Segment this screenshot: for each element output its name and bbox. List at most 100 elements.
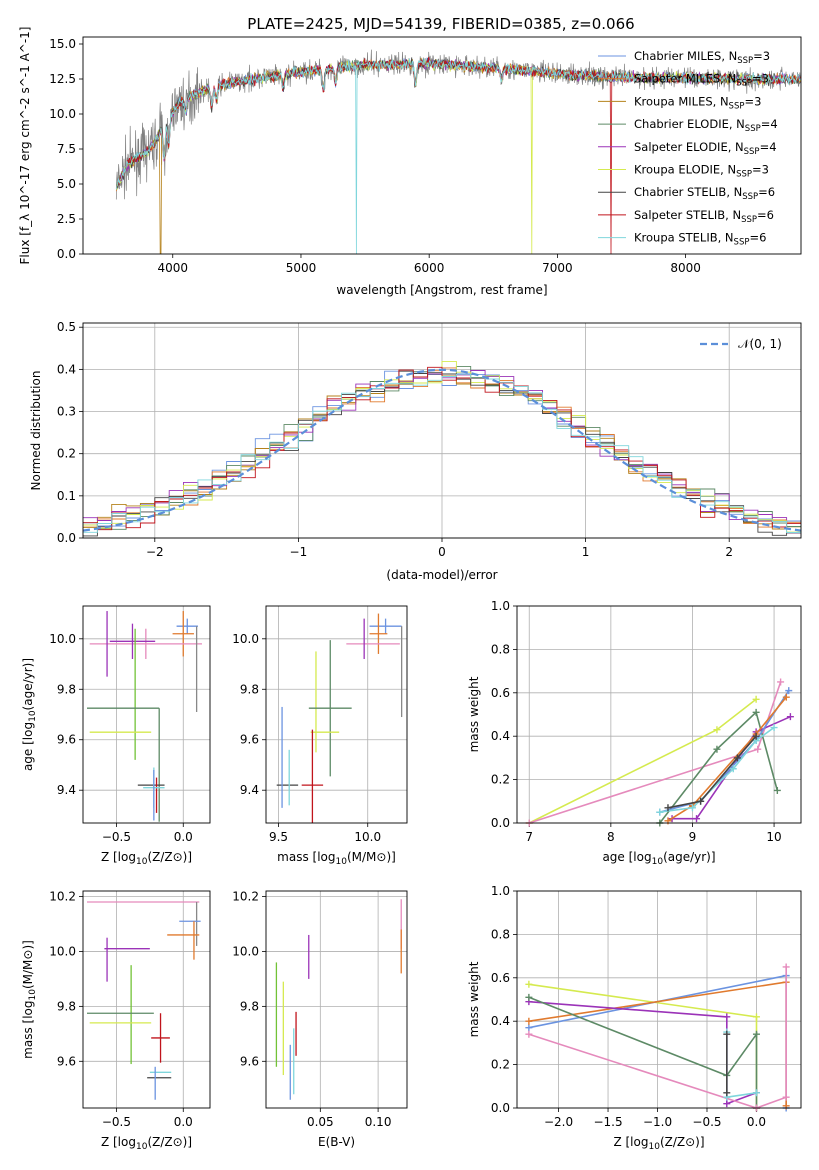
weight-marker [664, 804, 672, 812]
y-tick-label: 0.0 [57, 531, 76, 545]
weight-marker [752, 1030, 760, 1038]
y-tick-label: 0.0 [57, 247, 76, 261]
x-tick-label: 10.0 [354, 830, 381, 844]
weight-marker [688, 804, 696, 812]
x-tick-label: 8 [607, 830, 615, 844]
weight-line-salpeter-miles [667, 696, 787, 822]
weight-marker [782, 693, 790, 701]
x-tick-label: −2.0 [544, 1115, 573, 1129]
histogram-ylabel: Normed distribution [29, 371, 43, 491]
weight-marker [697, 797, 705, 805]
weight-marker [752, 1089, 760, 1097]
massweight_vs_age-ylabel: mass weight [467, 676, 481, 752]
weight-marker [733, 754, 741, 762]
spectrum-ylabel: Flux [f_λ 10^-17 erg cm^-2 s^-1 A^-1] [18, 27, 32, 265]
weight-marker [770, 724, 778, 732]
weight-marker [656, 808, 664, 816]
normal-reference-curve [83, 368, 801, 532]
errorbar-point [172, 611, 194, 657]
y-tick-label: 10.0 [49, 632, 76, 646]
weight-marker [723, 1100, 731, 1108]
massweight_vs_age-xlabel: age [log10(age/yr)] [602, 850, 715, 867]
y-tick-label: 0.4 [57, 362, 76, 376]
x-tick-label: −0.5 [692, 1115, 721, 1129]
age_vs_Z-ylabel: age [log10(age/yr)] [21, 658, 38, 771]
mass_vs_ebv-xlabel: E(B-V) [318, 1135, 355, 1149]
errorbar-point [301, 729, 324, 823]
weight-marker [777, 678, 785, 686]
y-tick-label: 10.0 [49, 944, 76, 958]
x-tick-label: 8000 [670, 261, 701, 275]
x-tick-label: 0.10 [365, 1115, 392, 1129]
weight-marker [785, 687, 793, 695]
massweight_vs_age-axes: 7 8 9 10 0.0 0.2 0.4 0.6 0.8 1.0 age [log10(age/yr… [467, 599, 802, 867]
y-tick-label: 0.6 [491, 686, 510, 700]
x-tick-label: 5000 [286, 261, 317, 275]
massweight_vs_age-frame [516, 605, 802, 824]
y-tick-label: 10.2 [49, 889, 76, 903]
legend-label: Salpeter STELIB, NSSP=6 [634, 208, 774, 225]
x-tick-label: 0.0 [174, 1115, 193, 1129]
x-tick-label: 9 [689, 830, 697, 844]
y-tick-label: 0.5 [57, 320, 76, 334]
age_vs_mass-axes: 9.5 10.0 9.4 9.6 9.8 10.0 mass [log10(M/M⊙)] [232, 605, 408, 867]
errorbar-point [369, 618, 402, 634]
x-tick-label: 6000 [414, 261, 445, 275]
age_vs_Z-axes: −0.5 0.0 9.4 9.6 9.8 10.0 Z [log10(Z/Z⊙)] age [… [21, 605, 211, 867]
weight-marker [754, 745, 762, 753]
weight-marker [525, 993, 533, 1001]
legend-label: Kroupa MILES, NSSP=3 [634, 94, 761, 111]
y-tick-label: 0.2 [491, 773, 510, 787]
weight-marker [525, 1017, 533, 1025]
y-tick-label: 9.6 [57, 733, 76, 747]
y-tick-label: 2.5 [57, 212, 76, 226]
weight-marker [752, 695, 760, 703]
x-tick-label: −0.5 [102, 1115, 131, 1129]
weight-line-chabrier-stelib [667, 735, 757, 809]
weight-marker [729, 765, 737, 773]
y-tick-label: 0.0 [491, 1101, 510, 1115]
legend-label: Salpeter ELODIE, NSSP=4 [634, 140, 777, 157]
weight-marker [713, 745, 721, 753]
spectrum-xlabel: wavelength [Angstrom, rest frame] [336, 283, 547, 297]
x-tick-label: 4000 [157, 261, 188, 275]
histogram-kroupa-stelib [83, 373, 801, 533]
mass_vs_ebv-frame [265, 890, 408, 1109]
y-tick-label: 9.8 [240, 682, 259, 696]
massweight_vs_Z-xlabel: Z [log10(Z/Z⊙)] [613, 1135, 704, 1152]
histogram-salpeter-stelib [83, 366, 801, 531]
y-tick-label: 9.6 [240, 1054, 259, 1068]
x-tick-label: 10 [766, 830, 781, 844]
weight-marker [782, 963, 790, 971]
y-tick-label: 0.8 [491, 642, 510, 656]
x-tick-label: 0.0 [747, 1115, 766, 1129]
legend-label: Chabrier MILES, NSSP=3 [634, 49, 770, 66]
y-tick-label: 10.2 [232, 889, 259, 903]
age_vs_mass-xlabel: mass [log10(M/M⊙)] [277, 850, 396, 867]
weight-marker [693, 815, 701, 823]
legend-label: 𝒩(0, 1) [738, 337, 782, 351]
y-tick-label: 10.0 [232, 944, 259, 958]
errorbar-point [308, 640, 352, 777]
age_vs_mass-frame [265, 605, 408, 824]
x-tick-label: 0.05 [307, 1115, 334, 1129]
errorbar-point [176, 618, 198, 634]
residuals-axes: −2 −1 0 1 2 0.0 0.1 0.2 0.3 0.4 0.5 (data-model)/er… [29, 320, 802, 582]
y-tick-label: 0.4 [491, 729, 510, 743]
weight-marker [752, 708, 760, 716]
x-tick-label: −1.5 [593, 1115, 622, 1129]
weight-marker [752, 732, 760, 740]
x-tick-label: 0 [438, 545, 446, 559]
y-tick-label: 0.2 [491, 1058, 510, 1072]
weight-marker [752, 1013, 760, 1021]
spectrum-frame [82, 36, 802, 255]
y-tick-label: 0.0 [491, 816, 510, 830]
x-tick-label: −0.5 [102, 830, 131, 844]
legend-label: Chabrier STELIB, NSSP=6 [634, 185, 775, 202]
massweight_vs_Z-ylabel: mass weight [467, 961, 481, 1037]
x-tick-label: −1.0 [643, 1115, 672, 1129]
weight-line-chabrier-elodie [659, 710, 779, 823]
y-tick-label: 9.4 [57, 783, 76, 797]
legend-label: Chabrier ELODIE, NSSP=4 [634, 117, 778, 134]
weight-marker [525, 980, 533, 988]
